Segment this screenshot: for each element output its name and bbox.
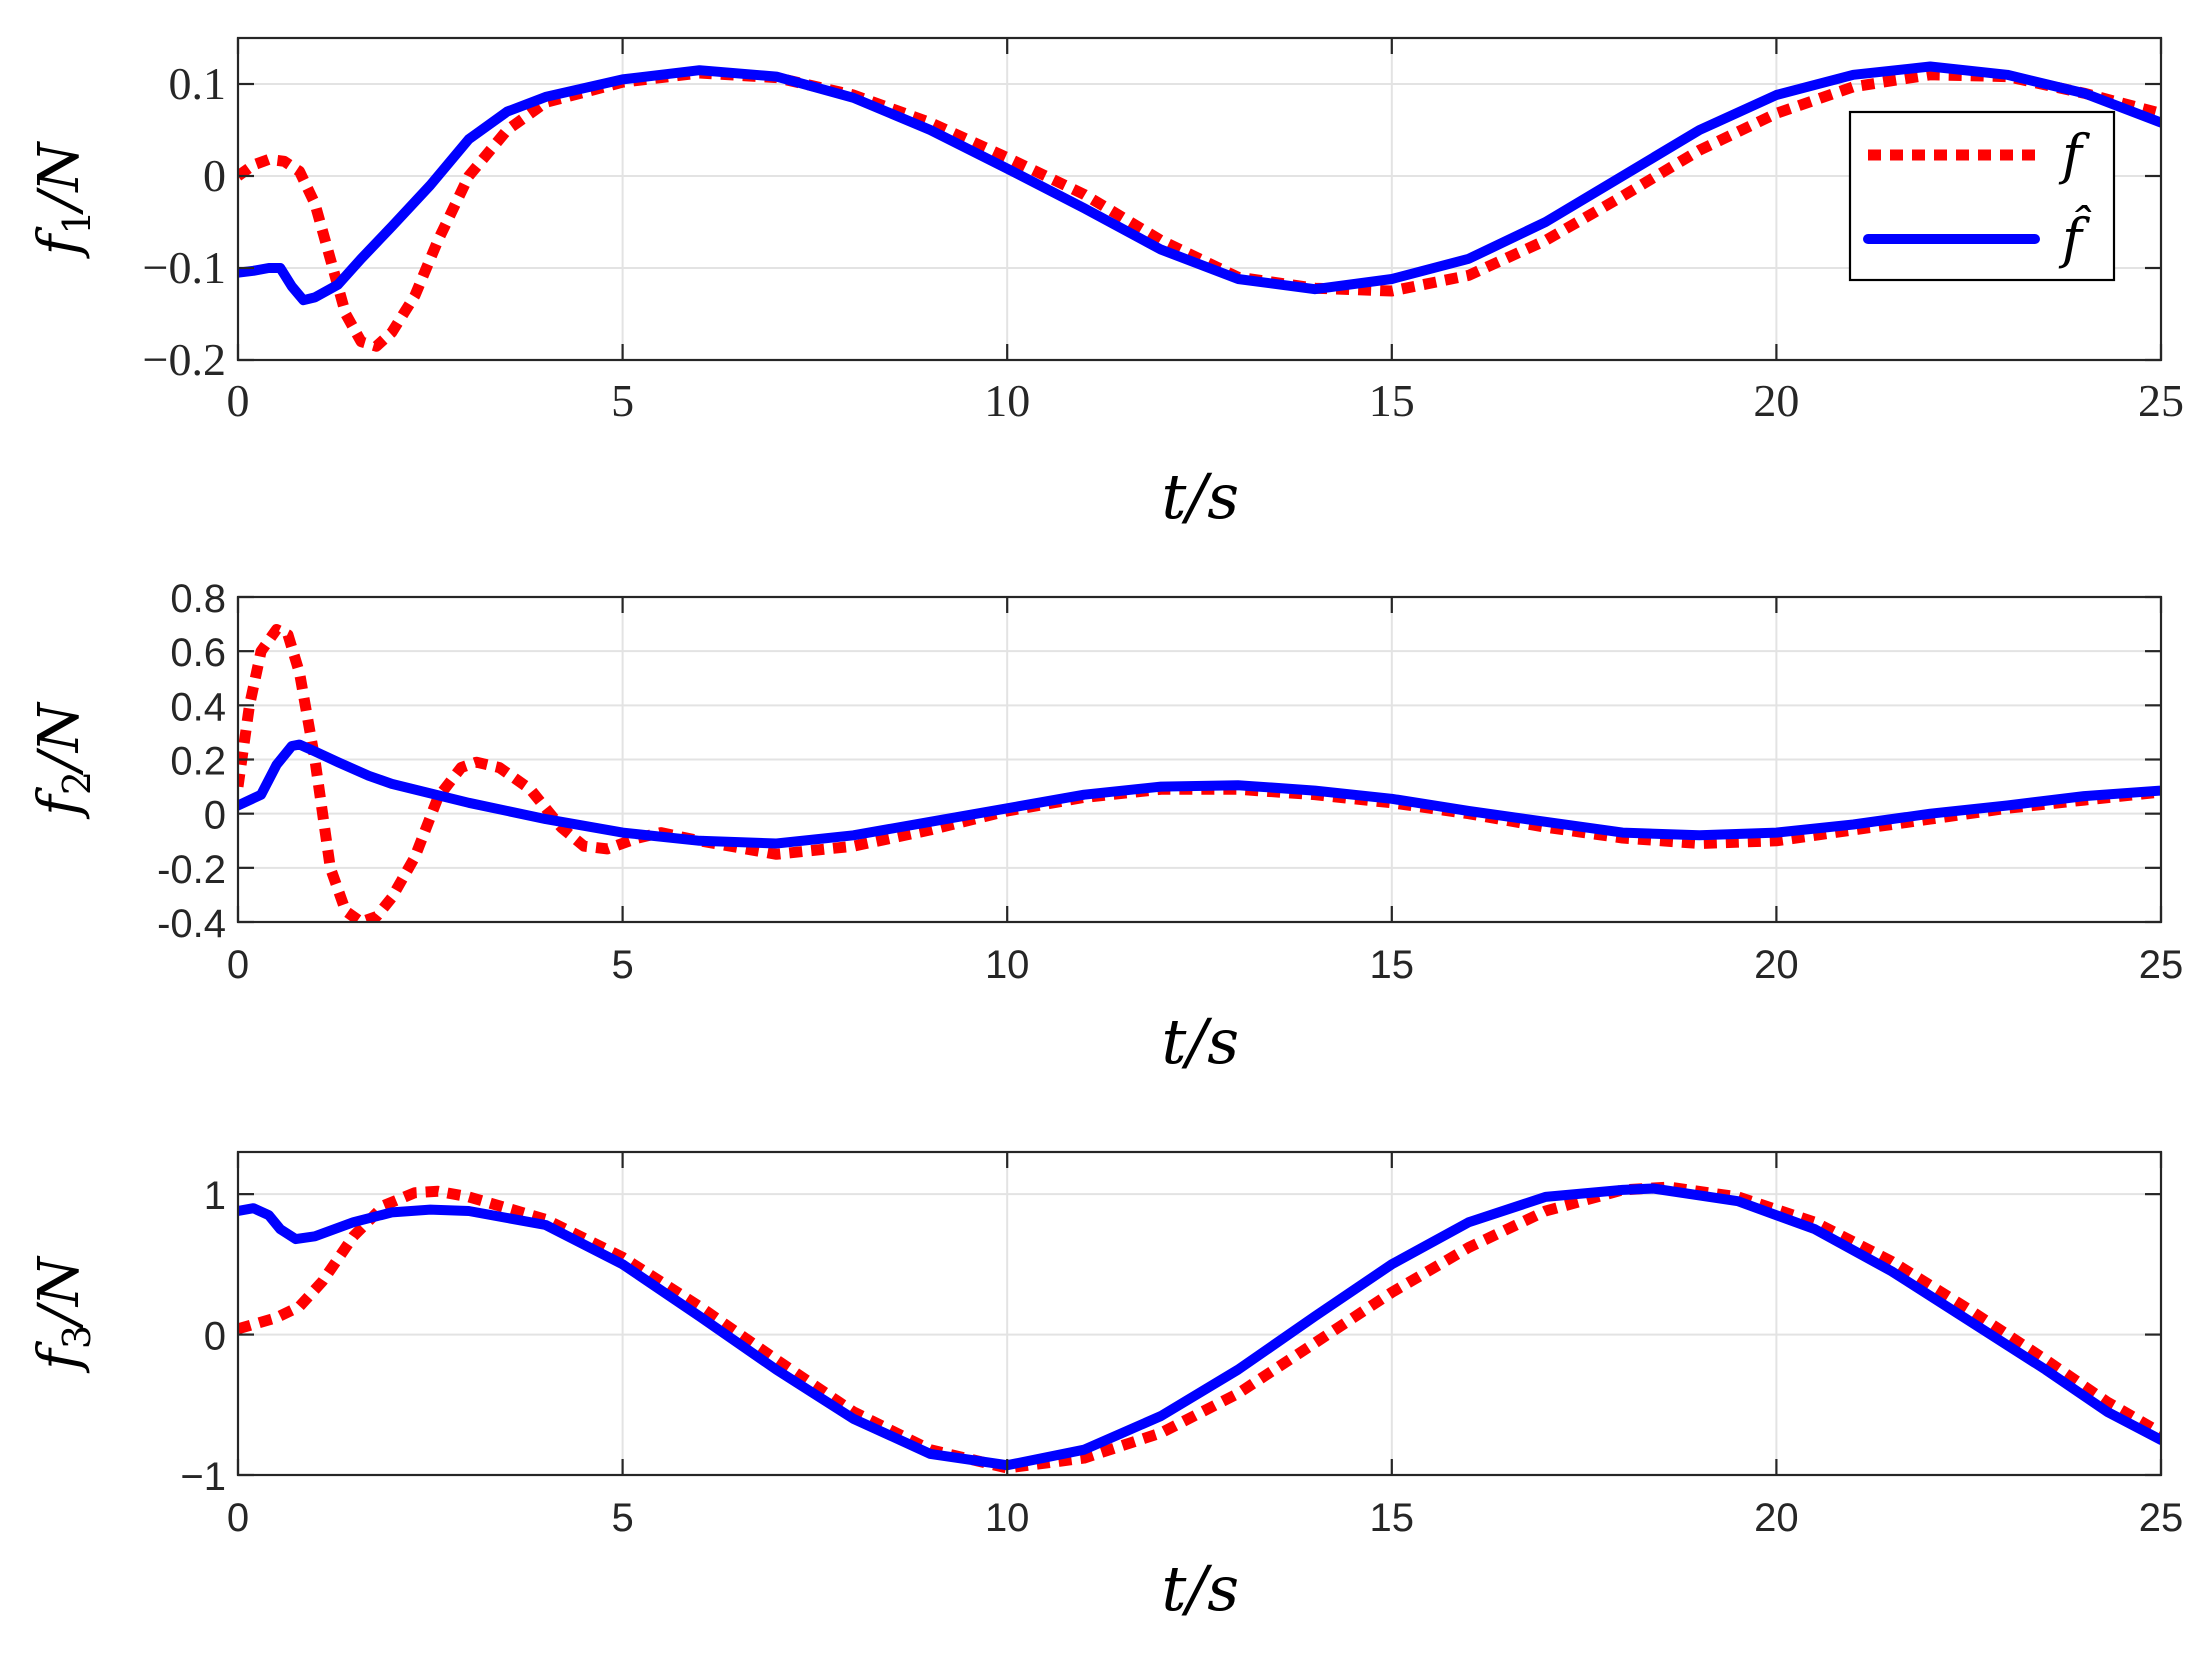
plot-area (238, 1181, 2161, 1474)
x-tick-label: 10 (985, 1496, 1030, 1540)
subplot-2: 0 5 10 15 20 25 0.8 0.6 0.4 0.2 0 -0.2 -0.4 t/s f2/N (27, 577, 2183, 1078)
series-line-f (238, 624, 2161, 922)
y-tick-label: −1 (180, 1455, 226, 1499)
x-tick-label: 10 (985, 943, 1030, 987)
grid (237, 596, 2162, 923)
x-tick-label: 20 (1753, 375, 1799, 426)
x-tick-label: 10 (984, 375, 1030, 426)
x-tick-label: 0 (227, 1496, 249, 1540)
y-tick-label: 0 (203, 150, 226, 201)
series-line-fhat (238, 739, 2161, 849)
x-tick-label: 15 (1369, 375, 1415, 426)
legend: ff̂ (1848, 110, 2116, 282)
x-tick-label: 25 (2138, 375, 2184, 426)
y-tick-label: 0.8 (170, 577, 226, 621)
y-tick-label: -0.4 (157, 902, 226, 946)
x-axis-label: t/s (1162, 1552, 1240, 1625)
axes-frame (236, 1150, 2163, 1477)
y-tick-label: 0 (204, 794, 226, 838)
x-tick-label: 0 (227, 375, 250, 426)
x-tick-label: 25 (2139, 943, 2184, 987)
x-tick-label: 20 (1754, 943, 1799, 987)
y-tick-label: -0.2 (157, 848, 226, 892)
y-axis-label: f3/N (27, 1255, 99, 1374)
y-axis-label: f2/N (27, 701, 99, 820)
legend-box (1848, 110, 2116, 282)
axes-frame (236, 36, 2163, 362)
y-tick-label: 0.4 (170, 685, 226, 729)
x-tick-label: 15 (1370, 1496, 1415, 1540)
y-tick-label: 0.6 (170, 631, 226, 675)
y-tick-label: 0.1 (169, 58, 227, 109)
plot-area (238, 61, 2161, 352)
plot-area (238, 624, 2161, 922)
y-axis-label: f1/N (27, 141, 99, 260)
y-tick-label: 1 (204, 1174, 226, 1218)
series-line-fhat (238, 1183, 2161, 1471)
y-tick-label: −0.1 (143, 242, 226, 293)
y-tick-label: 0 (204, 1315, 226, 1359)
x-tick-label: 0 (227, 943, 249, 987)
x-axis-label: t/s (1162, 460, 1240, 533)
x-axis-label: t/s (1162, 1005, 1240, 1078)
subplot-1: 0 5 10 15 20 25 0.1 0 −0.1 −0.2 t/s f1/N ff̂ (27, 36, 2184, 533)
x-tick-label: 5 (611, 943, 633, 987)
series-line-f (238, 1181, 2161, 1474)
x-tick-label: 20 (1754, 1496, 1799, 1540)
y-tick-label: −0.2 (143, 334, 226, 385)
x-tick-label: 5 (611, 1496, 633, 1540)
x-tick-label: 15 (1370, 943, 1415, 987)
series-line-fhat (238, 61, 2161, 306)
grid (237, 1152, 2162, 1476)
y-tick-label: 0.2 (170, 740, 226, 784)
x-tick-label: 5 (611, 375, 634, 426)
x-tick-label: 25 (2139, 1496, 2184, 1540)
